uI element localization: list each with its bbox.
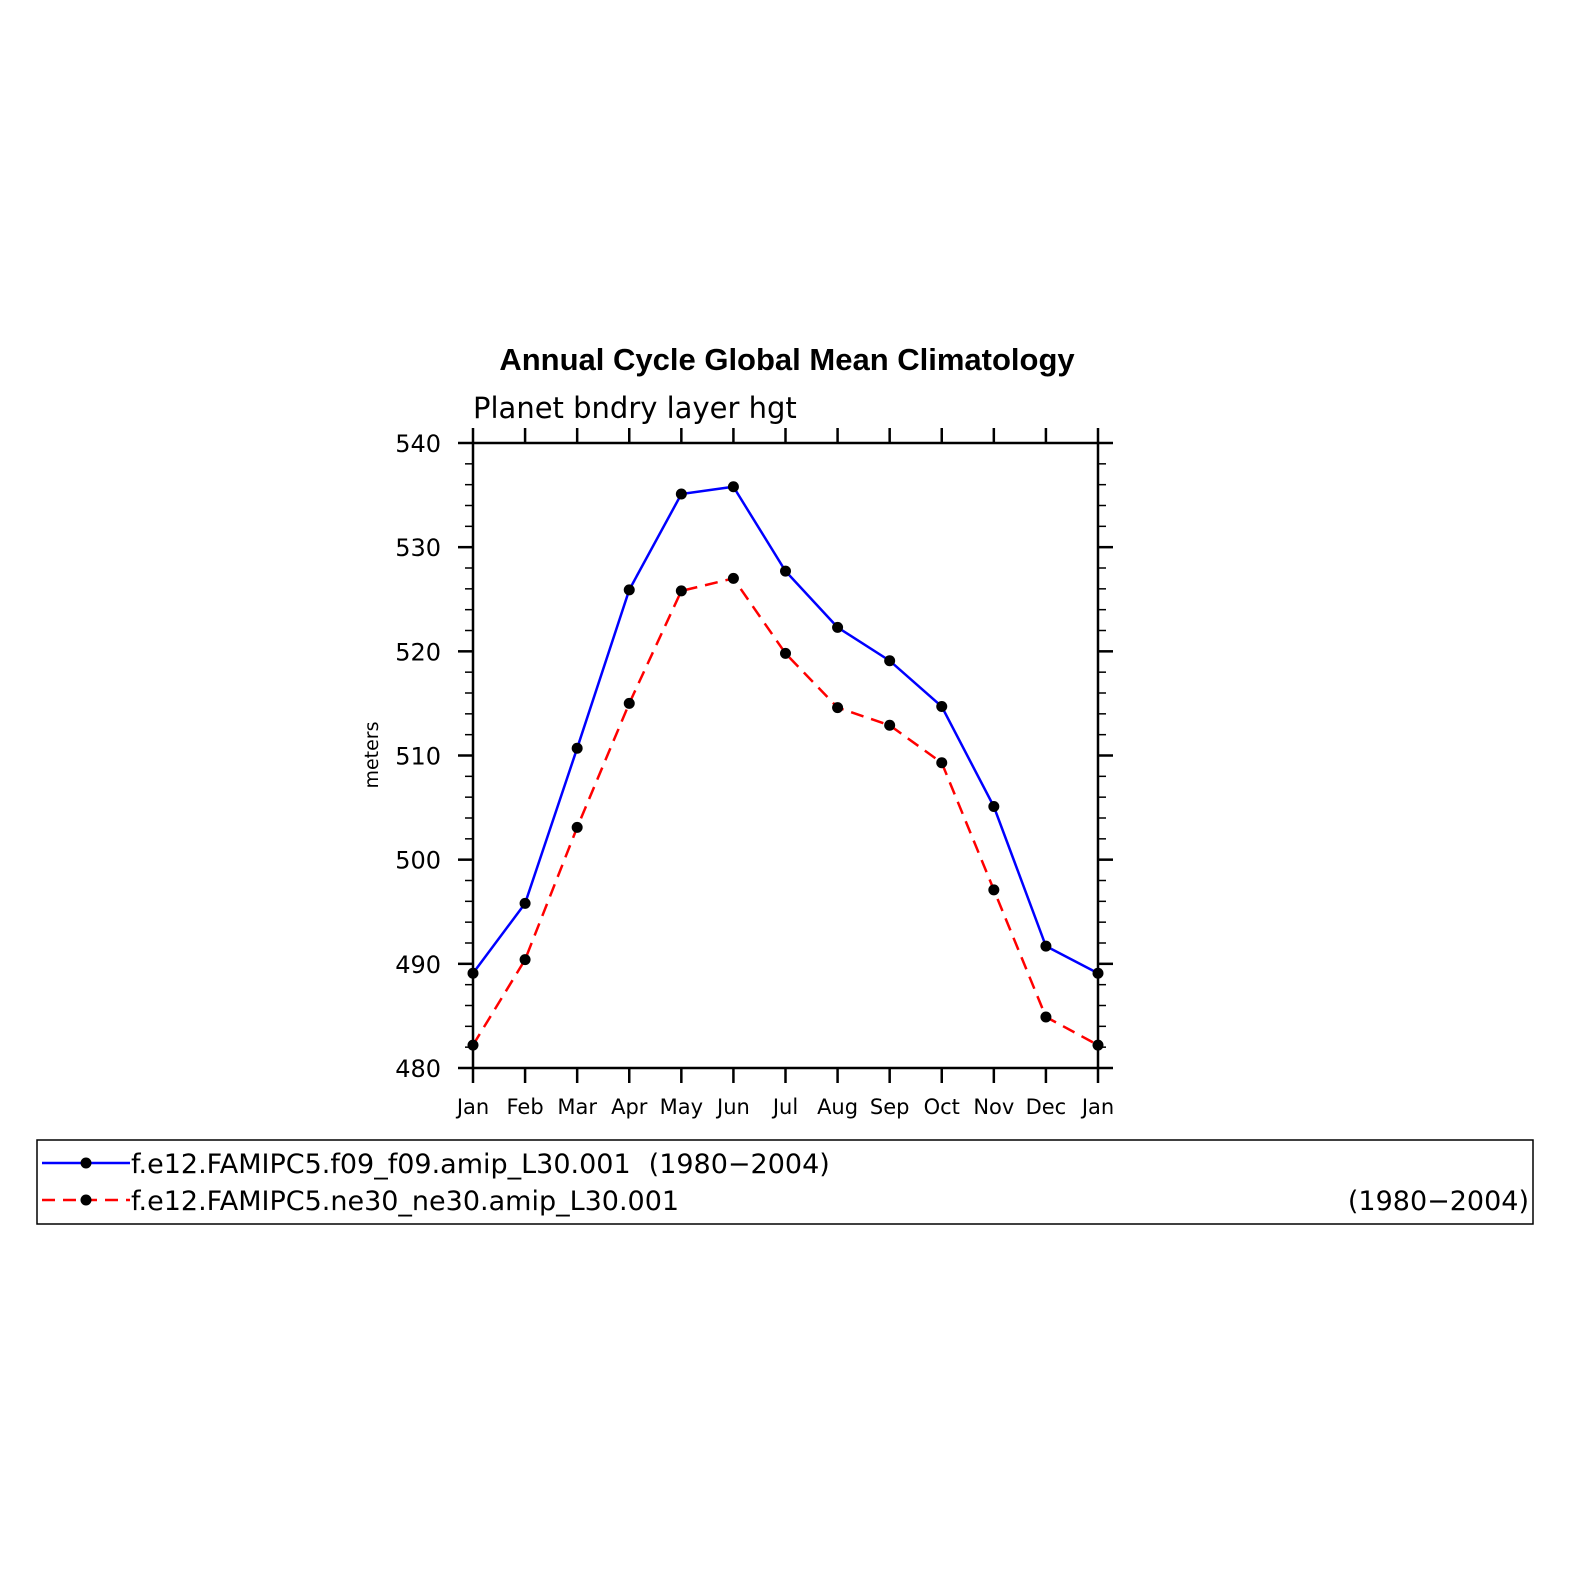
x-tick-label: Sep — [870, 1095, 910, 1119]
chart-title: Annual Cycle Global Mean Climatology — [499, 342, 1075, 377]
x-tick-label: Jun — [715, 1095, 750, 1119]
legend-marker-1 — [80, 1157, 92, 1169]
data-point-series-1 — [519, 897, 531, 909]
legend: f.e12.FAMIPC5.f09_f09.amip_L30.001 (1980−… — [42, 1149, 1529, 1217]
legend-series-name-2: f.e12.FAMIPC5.ne30_ne30.amip_L30.001 — [131, 1186, 679, 1217]
data-point-series-1 — [936, 701, 948, 713]
x-tick-label: May — [660, 1095, 703, 1119]
y-tick-label: 480 — [395, 1055, 441, 1083]
series-marks — [467, 481, 1104, 1051]
y-tick-label: 540 — [395, 430, 441, 458]
data-point-series-2 — [1040, 1011, 1052, 1023]
y-tick-label: 520 — [395, 638, 441, 666]
data-point-series-2 — [623, 697, 635, 709]
data-point-series-1 — [832, 621, 844, 633]
x-tick-label: Jan — [1080, 1095, 1114, 1119]
data-point-series-1 — [623, 584, 635, 596]
axes: 480 490 500 510 520 530 540 Jan Feb Mar Apr May Jun J… — [395, 428, 1114, 1119]
data-point-series-1 — [727, 481, 739, 493]
series-line-1 — [471, 485, 1099, 975]
chart-subtitle: Planet bndry layer hgt — [473, 391, 797, 425]
x-tick-label: Jul — [771, 1095, 798, 1119]
legend-series-name-1: f.e12.FAMIPC5.f09_f09.amip_L30.001 — [131, 1149, 631, 1180]
data-point-series-1 — [780, 565, 791, 577]
data-point-series-2 — [675, 585, 687, 597]
legend-series-years-2: (1980−2004) — [1348, 1186, 1529, 1217]
x-tick-label: Aug — [817, 1095, 858, 1119]
legend-series-years-1: (1980−2004) — [649, 1149, 830, 1180]
data-point-series-2 — [988, 884, 1000, 896]
x-tick-label: Nov — [973, 1095, 1014, 1119]
plot-frame — [471, 441, 1100, 1070]
y-tick-label: 530 — [395, 534, 441, 562]
y-tick-label: 500 — [395, 847, 441, 875]
x-tick-label: Feb — [506, 1095, 543, 1119]
data-point-series-2 — [832, 702, 844, 714]
data-point-series-2 — [467, 1039, 479, 1051]
data-point-series-2 — [519, 954, 531, 966]
legend-box — [36, 1139, 1534, 1225]
data-point-series-2 — [884, 719, 896, 731]
y-tick-label: 510 — [395, 743, 441, 771]
data-point-series-2 — [936, 757, 948, 769]
data-point-series-1 — [1092, 967, 1104, 979]
data-point-series-1 — [884, 655, 896, 667]
y-axis-label: meters — [361, 721, 383, 788]
data-point-series-1 — [571, 742, 583, 754]
data-point-series-1 — [675, 488, 687, 500]
legend-marker-2 — [80, 1194, 92, 1206]
data-point-series-2 — [571, 821, 583, 833]
data-point-series-2 — [727, 572, 739, 584]
x-tick-label: Jan — [455, 1095, 489, 1119]
x-tick-label: Oct — [924, 1095, 960, 1119]
y-tick-label: 490 — [395, 951, 441, 979]
data-point-series-1 — [988, 801, 1000, 813]
data-point-series-1 — [1040, 940, 1052, 952]
data-point-series-1 — [467, 967, 479, 979]
x-tick-label: Dec — [1026, 1095, 1067, 1119]
data-point-series-2 — [780, 647, 791, 659]
data-point-series-2 — [1092, 1039, 1104, 1051]
x-tick-label: Apr — [611, 1095, 648, 1119]
x-tick-label: Mar — [557, 1095, 597, 1119]
